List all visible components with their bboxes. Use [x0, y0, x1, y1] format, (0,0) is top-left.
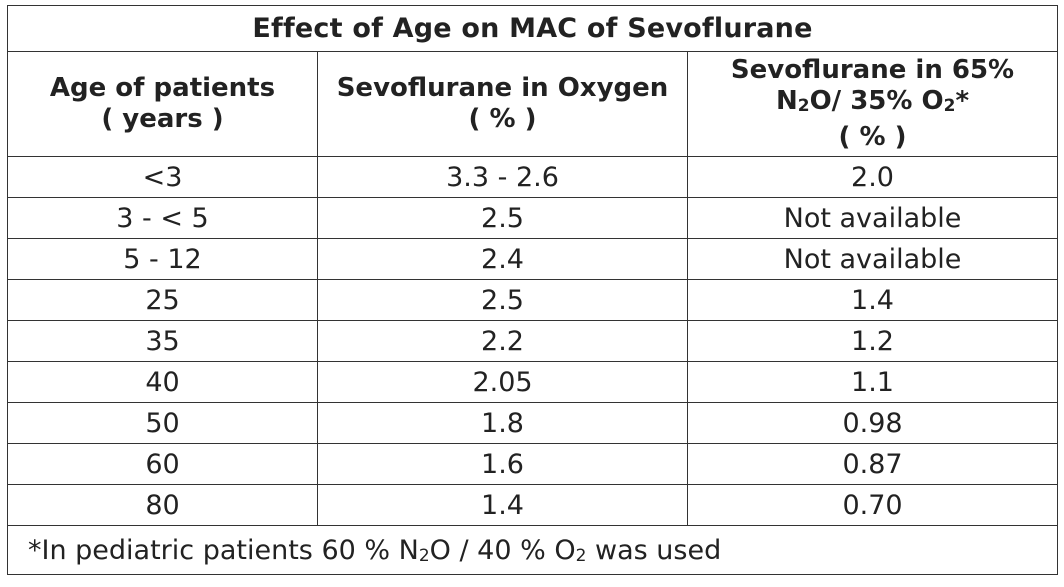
- cell-age: 60: [7, 443, 318, 485]
- header-oxygen-line2: ( % ): [468, 104, 537, 134]
- footnote-pre: *In pediatric patients 60 % N: [28, 534, 419, 566]
- cell-oxygen: 3.3 - 2.6: [317, 156, 688, 198]
- footnote-sub1: 2: [418, 545, 430, 566]
- cell-oxygen: 2.4: [317, 238, 688, 280]
- table-row: <3 3.3 - 2.6 2.0: [7, 156, 1059, 198]
- cell-oxygen: 2.5: [317, 197, 688, 239]
- cell-n2o: 0.98: [686, 402, 1059, 444]
- cell-age: 35: [7, 320, 318, 362]
- table-row: 5 - 12 2.4 Not available: [7, 238, 1059, 280]
- cell-n2o: 1.4: [686, 279, 1059, 321]
- table-row: 50 1.8 0.98: [7, 402, 1059, 444]
- table-row: 35 2.2 1.2: [7, 320, 1059, 362]
- cell-age: 25: [7, 279, 318, 321]
- cell-age: 50: [7, 402, 318, 444]
- footnote-post: was used: [586, 534, 722, 566]
- cell-n2o: Not available: [686, 238, 1059, 280]
- title-row: Effect of Age on MAC of Sevoflurane: [6, 5, 1059, 52]
- cell-age: <3: [7, 156, 318, 198]
- header-oxygen: Sevoflurane in Oxygen ( % ): [317, 51, 688, 157]
- header-n2o-n: N: [775, 86, 798, 116]
- header-n2o-asterisk: *: [955, 86, 970, 116]
- cell-oxygen: 2.05: [317, 361, 688, 403]
- cell-n2o: 2.0: [686, 156, 1059, 198]
- cell-oxygen: 1.4: [317, 484, 688, 526]
- header-age-line1: Age of patients: [49, 73, 276, 103]
- cell-oxygen: 2.5: [317, 279, 688, 321]
- cell-age: 5 - 12: [7, 238, 318, 280]
- header-row: Age of patients ( years ) Sevoflurane in…: [7, 51, 1059, 157]
- cell-n2o: 1.2: [686, 320, 1059, 362]
- table-title: Effect of Age on MAC of Sevoflurane: [6, 5, 1059, 52]
- table-row: 60 1.6 0.87: [7, 443, 1059, 485]
- header-n2o-line1: Sevoflurane in 65%: [730, 55, 1015, 85]
- cell-n2o: 1.1: [686, 361, 1059, 403]
- header-n2o-sub2: 2: [943, 96, 956, 116]
- table-row: 3 - < 5 2.5 Not available: [7, 197, 1059, 239]
- header-oxygen-line1: Sevoflurane in Oxygen: [336, 73, 669, 103]
- cell-n2o: Not available: [686, 197, 1059, 239]
- cell-oxygen: 2.2: [317, 320, 688, 362]
- cell-oxygen: 1.8: [317, 402, 688, 444]
- footnote-mid: O / 40 % O: [429, 534, 576, 566]
- table-row: 80 1.4 0.70: [7, 484, 1059, 526]
- footnote-sub2: 2: [575, 545, 587, 566]
- cell-age: 40: [7, 361, 318, 403]
- footnote-row: *In pediatric patients 60 % N2O / 40 % O…: [6, 525, 1059, 575]
- table-footnote: *In pediatric patients 60 % N2O / 40 % O…: [6, 525, 1059, 575]
- header-n2o-line3: ( % ): [838, 122, 907, 152]
- header-age-line2: ( years ): [101, 104, 224, 134]
- cell-oxygen: 1.6: [317, 443, 688, 485]
- cell-age: 80: [7, 484, 318, 526]
- document-page: Effect of Age on MAC of Sevoflurane Age …: [6, 5, 1059, 575]
- cell-age: 3 - < 5: [7, 197, 318, 239]
- header-age: Age of patients ( years ): [7, 51, 318, 157]
- cell-n2o: 0.87: [686, 443, 1059, 485]
- header-n2o-mid: O/ 35% O: [809, 86, 944, 116]
- mac-table: Effect of Age on MAC of Sevoflurane Age …: [6, 5, 1059, 575]
- cell-n2o: 0.70: [686, 484, 1059, 526]
- table-row: 25 2.5 1.4: [7, 279, 1059, 321]
- table-row: 40 2.05 1.1: [7, 361, 1059, 403]
- header-n2o-line2: N2O/ 35% O2*: [688, 86, 1057, 122]
- header-n2o-sub1: 2: [797, 96, 810, 116]
- header-n2o: Sevoflurane in 65% N2O/ 35% O2* ( % ): [686, 51, 1059, 157]
